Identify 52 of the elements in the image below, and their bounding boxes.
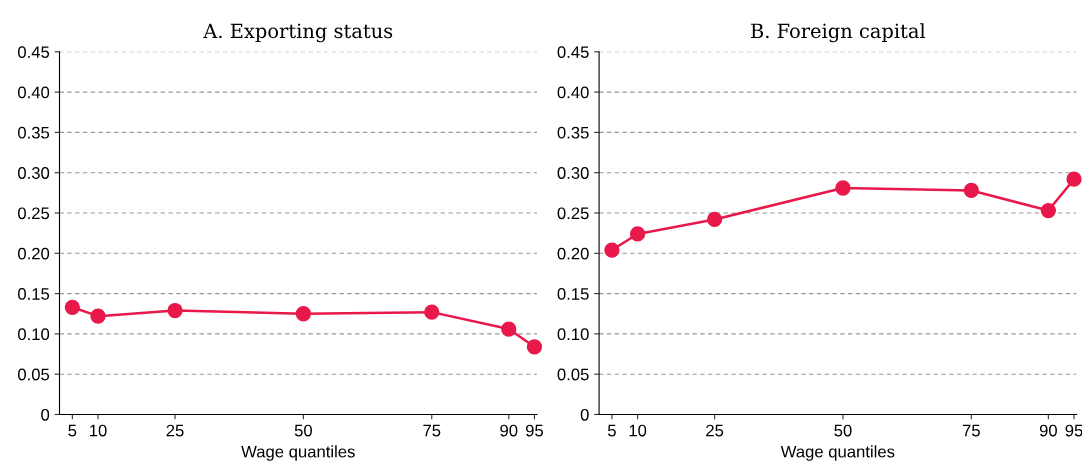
point <box>167 302 183 319</box>
point <box>706 211 723 228</box>
x-tick-label: 25 <box>706 424 724 437</box>
x-tick-label: 95 <box>525 424 544 437</box>
chart-title: B. Foreign capital <box>751 23 926 43</box>
point <box>295 306 312 322</box>
x-tick-label: 50 <box>834 424 852 437</box>
x-tick-label: 50 <box>294 424 313 437</box>
y-tick-label: 0.45 <box>18 46 50 59</box>
y-tick-label: 0.35 <box>557 126 589 139</box>
point <box>604 242 620 258</box>
y-tick-label: 0.05 <box>18 368 50 381</box>
x-tick-label: 90 <box>1039 424 1057 437</box>
y-tick-label: 0.10 <box>557 328 589 341</box>
y-tick-label: 0 <box>580 408 589 421</box>
x-axis-title: Wage quantiles <box>780 445 895 461</box>
y-tick-label: 0.40 <box>18 86 50 99</box>
x-tick-label: 25 <box>166 424 184 437</box>
y-tick-label: 0.20 <box>557 247 589 260</box>
x-tick-label: 5 <box>68 424 77 437</box>
y-tick-label: 0.25 <box>18 207 50 220</box>
x-tick-label: 10 <box>629 424 647 437</box>
y-tick-label: 0.15 <box>18 287 50 300</box>
point <box>90 308 106 324</box>
x-tick-label: 90 <box>500 424 518 437</box>
point <box>424 304 440 320</box>
y-tick-label: 0.15 <box>557 287 589 300</box>
y-tick-label: 0.30 <box>18 167 50 179</box>
y-tick-label: 0.40 <box>557 86 589 99</box>
point <box>963 182 979 199</box>
x-tick-label: 75 <box>423 424 441 437</box>
point <box>835 180 851 196</box>
chart-title: A. Exporting status <box>203 23 393 43</box>
y-tick-label: 0 <box>41 408 50 421</box>
x-tick-label: 75 <box>962 424 980 437</box>
y-tick-label: 0.45 <box>557 46 589 59</box>
point <box>1040 202 1056 219</box>
point <box>629 226 646 242</box>
point <box>501 321 517 337</box>
y-tick-label: 0.10 <box>18 328 50 341</box>
y-tick-label: 0.35 <box>18 126 50 139</box>
x-axis-title: Wage quantiles <box>241 445 355 461</box>
x-tick-label: 10 <box>90 424 107 437</box>
y-tick-label: 0.25 <box>557 207 589 220</box>
y-tick-label: 0.30 <box>557 167 589 179</box>
x-tick-label: 5 <box>607 424 616 437</box>
point <box>526 339 543 355</box>
x-tick-label: 95 <box>1065 424 1082 437</box>
y-tick-label: 0.05 <box>557 368 589 381</box>
y-tick-label: 0.20 <box>18 247 50 260</box>
point <box>64 299 80 315</box>
point <box>1066 171 1082 187</box>
